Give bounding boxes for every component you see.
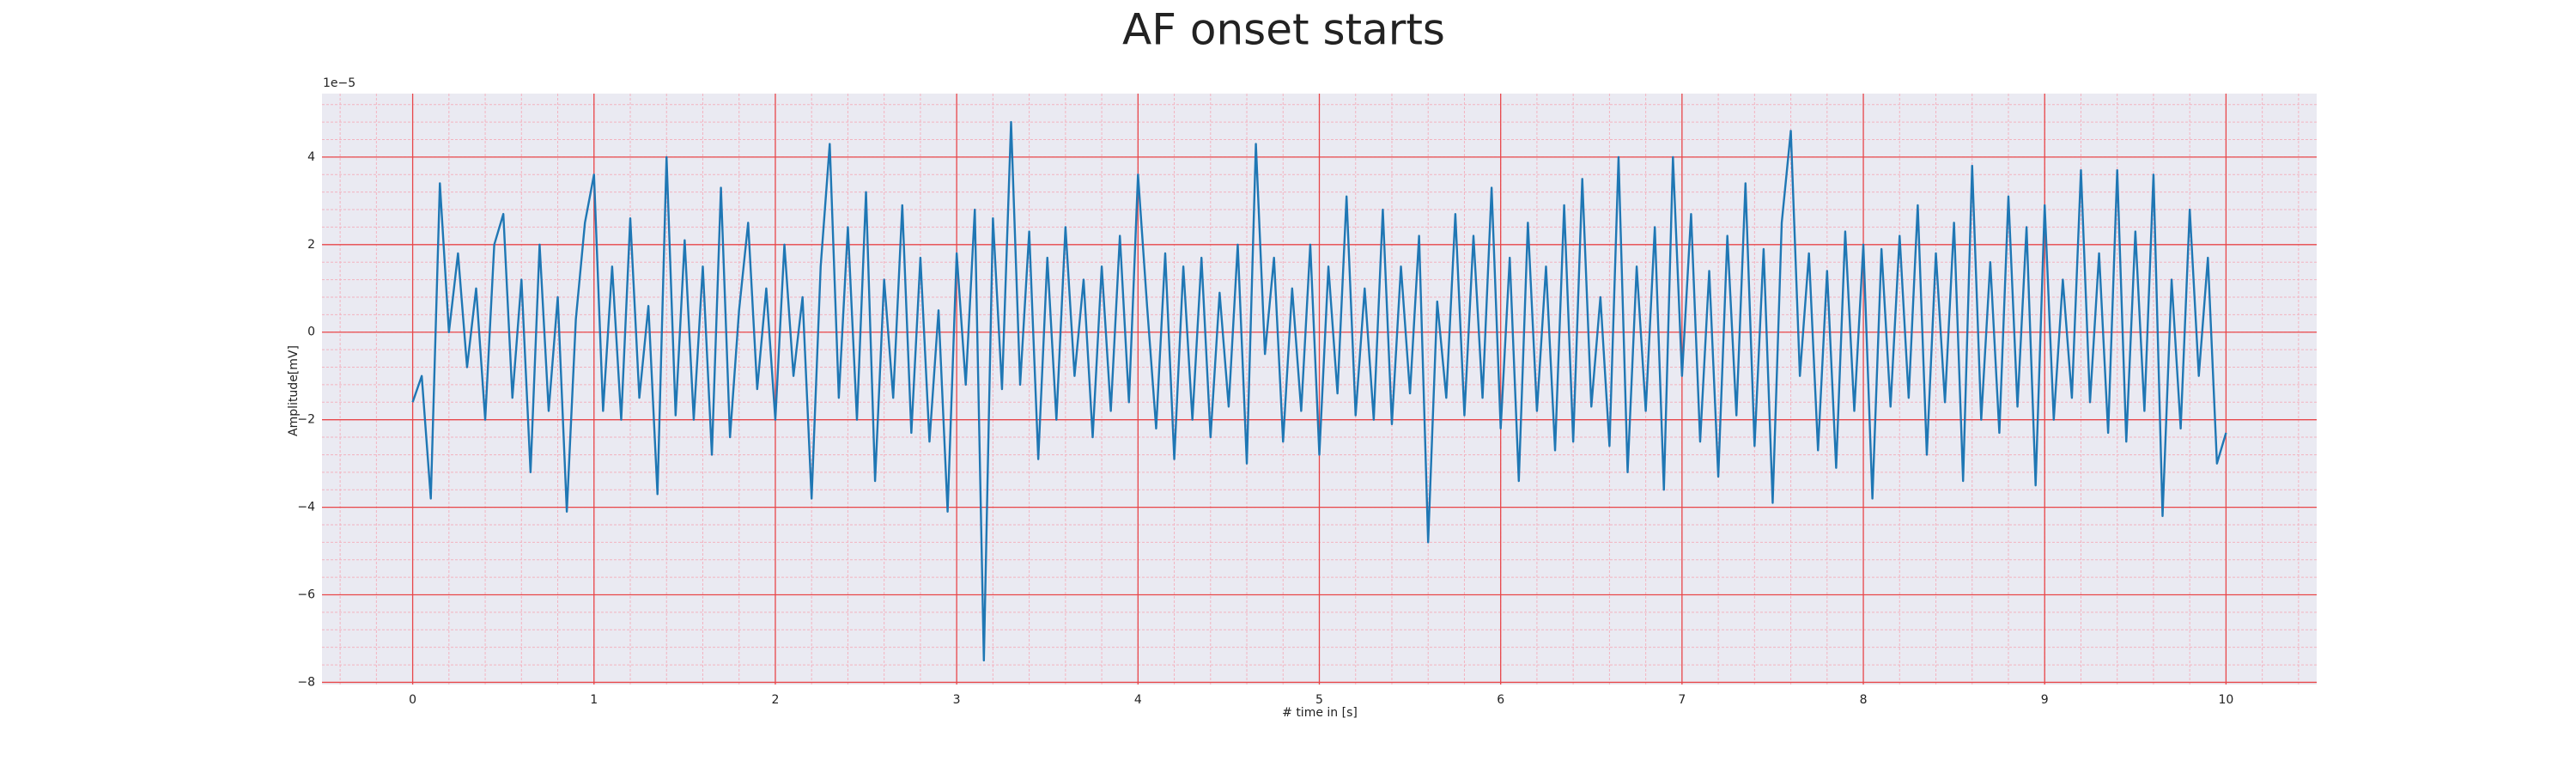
y-tick-label: −4 <box>297 501 315 514</box>
x-tick-label: 0 <box>409 693 416 707</box>
x-tick-label: 3 <box>953 693 961 707</box>
x-tick-label: 4 <box>1134 693 1142 707</box>
y-tick-label: 2 <box>307 238 315 252</box>
signal-line <box>411 120 2227 662</box>
x-tick-label: 8 <box>1860 693 1868 707</box>
chart-title: AF onset starts <box>1122 5 1445 55</box>
y-tick-label: −6 <box>297 588 315 602</box>
y-tick-label: −8 <box>297 675 315 689</box>
y-axis-label: Amplitude[mV] <box>287 345 301 436</box>
y-offset-label: 1e−5 <box>323 76 355 90</box>
x-tick-label: 6 <box>1497 693 1504 707</box>
y-tick-label: 4 <box>307 150 315 164</box>
y-tick-label: 0 <box>307 326 315 339</box>
x-tick-label: 7 <box>1678 693 1686 707</box>
x-tick-label: 2 <box>771 693 779 707</box>
x-tick-label: 10 <box>2218 693 2233 707</box>
x-axis-label: # time in [s] <box>1282 706 1358 720</box>
x-tick-label: 1 <box>590 693 598 707</box>
x-tick-label: 5 <box>1315 693 1323 707</box>
y-tick-label: −2 <box>297 413 315 427</box>
x-tick-label: 9 <box>2041 693 2049 707</box>
